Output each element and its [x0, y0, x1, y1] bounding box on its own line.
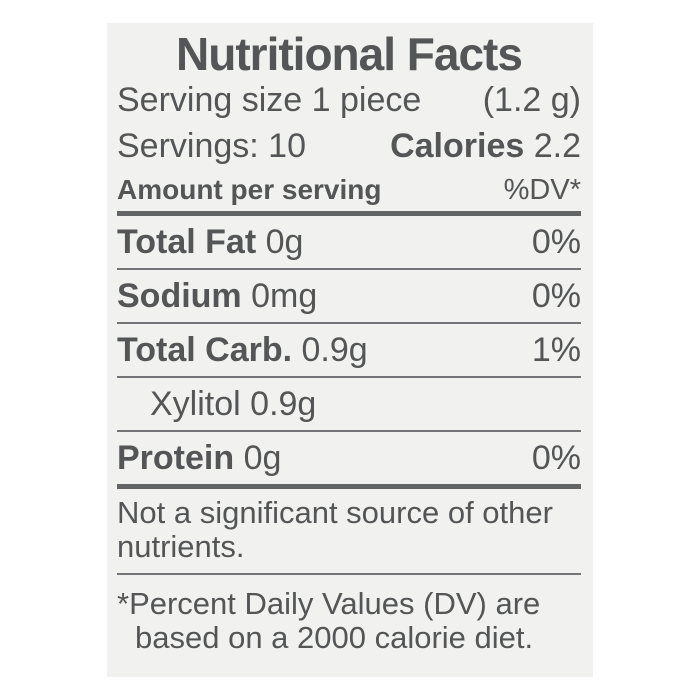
nutrient-amount: 0g: [265, 222, 304, 261]
nutrient-amount: 0.9g: [301, 330, 368, 369]
nutrient-name: Total Fat: [117, 222, 257, 261]
nutrient-name: Total Carb.: [117, 330, 293, 369]
nutrition-facts-label: Nutritional Facts Serving size 1 piece (…: [107, 23, 593, 677]
divider-thin: [117, 430, 581, 432]
amount-per-serving-header: Amount per serving %DV*: [117, 169, 581, 211]
not-significant-note: Not a significant source of other nutrie…: [117, 496, 581, 564]
nutrient-amount: 0.9g: [250, 384, 317, 423]
divider-thin-footnote: [117, 573, 581, 575]
nutrient-name-amount: Xylitol 0.9g: [150, 385, 316, 424]
servings-count: Servings: 10: [117, 127, 306, 165]
footnote-line-1: *Percent Daily Values (DV) are: [117, 586, 541, 621]
nutrient-dv: 0%: [531, 222, 581, 261]
calories-label: Calories: [390, 127, 525, 165]
divider-thick-top: [117, 211, 581, 216]
amount-header-label: Amount per serving: [117, 174, 382, 205]
table-row-total-fat: Total Fat 0g 0%: [117, 216, 581, 268]
nutrient-dv: 0%: [531, 438, 581, 477]
nutrient-name: Sodium: [117, 276, 242, 315]
nutrient-name-amount: Sodium 0mg: [117, 277, 317, 316]
divider-thin: [117, 376, 581, 378]
divider-thick-bottom: [117, 484, 581, 489]
divider-thin: [117, 322, 581, 324]
serving-size-label: Serving size 1 piece: [117, 81, 422, 119]
footnote-line-2: based on a 2000 calorie diet.: [135, 620, 534, 655]
calories-group: Calories 2.2: [390, 123, 581, 169]
daily-value-header: %DV*: [503, 174, 581, 206]
nutrient-name: Xylitol: [150, 384, 241, 423]
nutrient-amount: 0g: [243, 438, 282, 477]
nutrient-dv: 1%: [531, 330, 581, 369]
nutrient-name-amount: Total Carb. 0.9g: [117, 331, 368, 370]
nutrient-name-amount: Total Fat 0g: [117, 223, 303, 262]
nutrient-name-amount: Protein 0g: [117, 439, 281, 478]
table-row-protein: Protein 0g 0%: [117, 432, 581, 484]
daily-value-footnote: *Percent Daily Values (DV) are based on …: [117, 587, 581, 655]
table-row-total-carb: Total Carb. 0.9g 1%: [117, 324, 581, 376]
calories-value: 2.2: [533, 127, 581, 165]
nutrient-amount: 0mg: [251, 276, 318, 315]
serving-size-weight: (1.2 g): [482, 81, 581, 119]
note-line-2: nutrients.: [117, 529, 245, 564]
divider-thin: [117, 268, 581, 270]
label-title: Nutritional Facts: [176, 28, 523, 80]
nutrient-dv: 0%: [531, 276, 581, 315]
table-row-xylitol: Xylitol 0.9g: [117, 378, 581, 430]
servings-calories-row: Servings: 10 Calories 2.2: [117, 123, 581, 169]
serving-size-row: Serving size 1 piece (1.2 g): [117, 77, 581, 123]
nutrient-name: Protein: [117, 438, 235, 477]
note-line-1: Not a significant source of other: [117, 495, 553, 530]
table-row-sodium: Sodium 0mg 0%: [117, 270, 581, 322]
